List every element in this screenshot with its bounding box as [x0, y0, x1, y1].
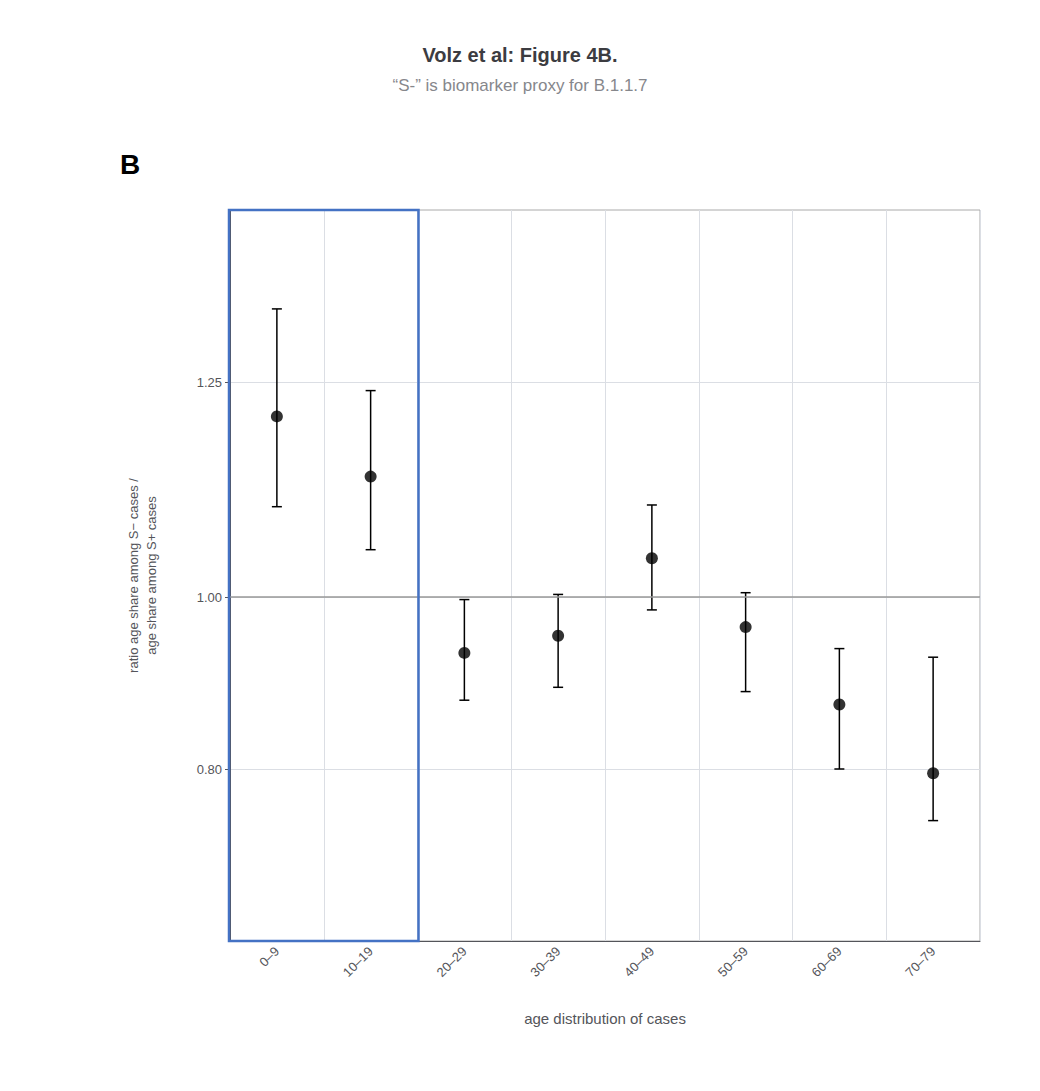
- svg-text:1.00: 1.00: [197, 590, 222, 605]
- svg-text:“S-” is biomarker proxy for B.: “S-” is biomarker proxy for B.1.1.7: [392, 76, 647, 95]
- svg-text:10–19: 10–19: [340, 944, 376, 980]
- svg-text:60–69: 60–69: [809, 944, 845, 980]
- svg-text:Volz et al: Figure 4B.: Volz et al: Figure 4B.: [422, 44, 617, 66]
- svg-text:20–29: 20–29: [434, 944, 470, 980]
- svg-text:1.25: 1.25: [197, 375, 222, 390]
- svg-text:age share among S+ cases: age share among S+ cases: [144, 496, 159, 655]
- svg-text:40–49: 40–49: [621, 944, 657, 980]
- svg-text:0.80: 0.80: [197, 762, 222, 777]
- svg-text:age distribution of cases: age distribution of cases: [524, 1010, 686, 1027]
- svg-text:B: B: [120, 149, 140, 180]
- svg-text:0–9: 0–9: [256, 944, 282, 970]
- svg-text:ratio age share among S− cases: ratio age share among S− cases /: [126, 478, 141, 673]
- svg-text:50–59: 50–59: [715, 944, 751, 980]
- svg-text:70–79: 70–79: [902, 944, 938, 980]
- svg-text:30–39: 30–39: [527, 944, 563, 980]
